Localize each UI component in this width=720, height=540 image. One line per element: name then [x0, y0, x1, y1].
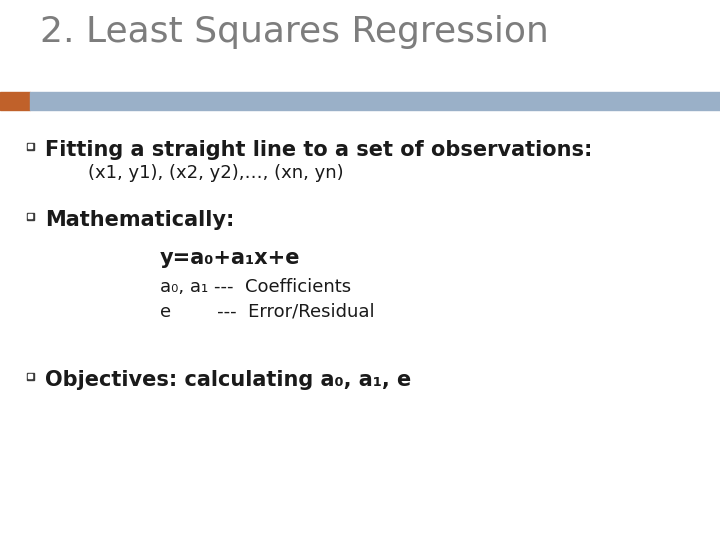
- Text: 2. Least Squares Regression: 2. Least Squares Regression: [40, 15, 549, 49]
- Text: Objectives: calculating a₀, a₁, e: Objectives: calculating a₀, a₁, e: [45, 370, 411, 390]
- Bar: [27, 213, 34, 219]
- Bar: [27, 143, 34, 150]
- Bar: [30, 92, 720, 110]
- Text: Fitting a straight line to a set of observations:: Fitting a straight line to a set of obse…: [45, 140, 593, 160]
- Text: Mathematically:: Mathematically:: [45, 210, 235, 230]
- Text: y=a₀+a₁x+e: y=a₀+a₁x+e: [160, 248, 300, 268]
- Bar: [27, 214, 32, 218]
- Text: (x1, y1), (x2, y2),…, (xn, yn): (x1, y1), (x2, y2),…, (xn, yn): [65, 164, 343, 182]
- Text: e        ---  Error/Residual: e --- Error/Residual: [160, 303, 374, 321]
- Bar: [27, 374, 32, 379]
- Bar: [27, 373, 34, 380]
- Bar: [0, 92, 30, 110]
- Text: a₀, a₁ ---  Coefficients: a₀, a₁ --- Coefficients: [160, 278, 351, 296]
- Bar: [27, 144, 32, 149]
